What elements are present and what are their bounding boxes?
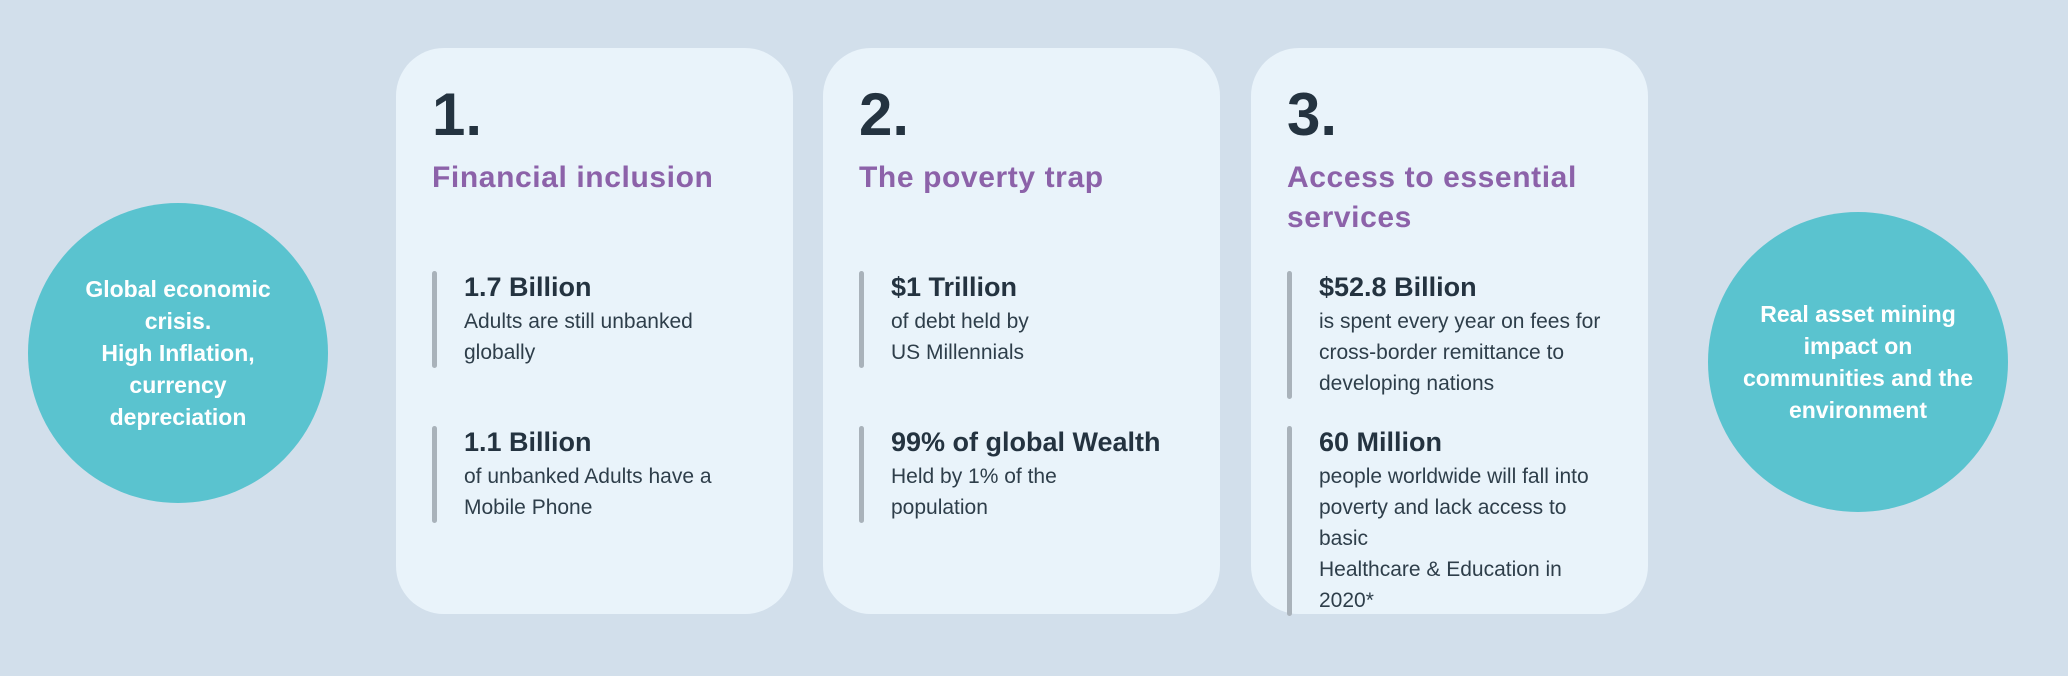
stat-value: 1.7 Billion xyxy=(464,272,592,302)
card-number: 1. xyxy=(432,81,483,148)
stat-group: $1 Trillion of debt held by US Millennia… xyxy=(859,271,1192,426)
card-access-essential-services: 3. Access to essential services $52.8 Bi… xyxy=(1251,48,1648,616)
stat-accent-bar xyxy=(432,271,437,368)
stat-value: $1 Trillion xyxy=(891,272,1018,302)
stat-description: of debt held by US Millennials xyxy=(891,310,1029,364)
left-teal-circle: Global economic crisis. High Inflation, … xyxy=(28,203,328,503)
stat-accent-bar xyxy=(859,426,864,523)
stat-accent-bar xyxy=(432,426,437,523)
right-circle-text: Real asset mining impact on communities … xyxy=(1742,301,1974,423)
stat-value: 99% of global Wealth xyxy=(891,427,1161,457)
stat-description: people worldwide will fall into poverty … xyxy=(1319,465,1589,612)
stat-description: of unbanked Adults have a Mobile Phone xyxy=(464,465,712,519)
card-heading: Financial inclusion xyxy=(432,161,714,194)
card-heading: Access to essential services xyxy=(1287,161,1577,234)
stat-group: 1.1 Billion of unbanked Adults have a Mo… xyxy=(432,426,765,581)
stat-group: 99% of global Wealth Held by 1% of the p… xyxy=(859,426,1192,581)
stat-value: 1.1 Billion xyxy=(464,427,592,457)
right-teal-circle: Real asset mining impact on communities … xyxy=(1708,212,2008,512)
stat-value: $52.8 Billion xyxy=(1319,272,1477,302)
stat-accent-bar xyxy=(1287,271,1292,399)
stat-description: Adults are still unbanked globally xyxy=(464,310,693,364)
stat-accent-bar xyxy=(859,271,864,368)
stat-group: $52.8 Billion is spent every year on fee… xyxy=(1287,271,1620,426)
stat-group: 60 Million people worldwide will fall in… xyxy=(1287,426,1620,616)
stat-value: 60 Million xyxy=(1319,427,1443,457)
card-poverty-trap: 2. The poverty trap $1 Trillion of debt … xyxy=(823,48,1220,614)
stat-description: Held by 1% of the population xyxy=(891,465,1057,519)
stat-description: is spent every year on fees for cross-bo… xyxy=(1319,310,1601,395)
left-circle-text: Global economic crisis. High Inflation, … xyxy=(85,276,271,430)
stat-accent-bar xyxy=(1287,426,1292,616)
card-number: 3. xyxy=(1287,81,1338,148)
card-financial-inclusion: 1. Financial inclusion 1.7 Billion Adult… xyxy=(396,48,793,614)
card-heading: The poverty trap xyxy=(859,161,1104,194)
card-number: 2. xyxy=(859,81,910,148)
stat-group: 1.7 Billion Adults are still unbanked gl… xyxy=(432,271,765,426)
